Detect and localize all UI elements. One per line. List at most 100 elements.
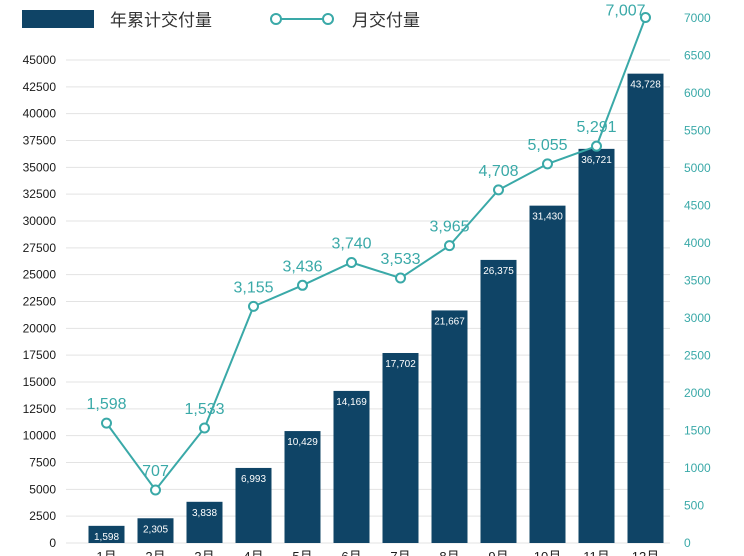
bar [88,525,125,543]
line-point [444,240,455,252]
bar-data-label: 14,169 [336,397,367,408]
y-left-tick-label: 25000 [23,268,57,282]
bar-data-label: 36,721 [581,155,612,166]
bar [382,352,419,543]
bar-data-label: 2,305 [143,524,168,535]
x-tick-label: 1月 [96,549,116,556]
line-point [297,279,308,291]
line-point [150,484,161,496]
line-point [591,140,602,152]
y-right-tick-label: 6000 [684,86,711,100]
y-left-tick-label: 7500 [29,456,56,470]
x-tick-label: 6月 [341,549,361,556]
line-data-label: 3,436 [282,258,322,275]
bar-data-label: 31,430 [532,212,563,223]
line-series [105,17,647,492]
line-data-label: 3,740 [331,236,371,253]
y-right-tick-label: 4500 [684,199,711,213]
line-point [640,11,651,23]
bar [284,431,321,543]
bars-layer: 1,598 2,305 3,838 6,993 10,429 14,169 17,702 21… [88,73,664,543]
line-layer: 1,598 707 1,533 3,155 3,436 3,740 3,533 3,965 4,… [86,2,651,496]
x-tick-label: 8月 [439,549,459,556]
y-left-tick-label: 15000 [23,375,57,389]
y-left-tick-label: 17500 [23,348,57,362]
y-left-tick-label: 35000 [23,160,57,174]
y-right-tick-label: 500 [684,499,704,513]
bar-data-label: 3,838 [192,508,217,519]
bar [137,518,174,543]
line-point [248,300,259,312]
y-right-tick-label: 5500 [684,124,711,138]
y-left-tick-label: 45000 [23,53,57,67]
legend-bar-label: 年累计交付量 [110,11,212,30]
bar [431,310,468,543]
bar-data-label: 26,375 [483,266,514,277]
y-left-tick-label: 22500 [23,295,57,309]
y-right-tick-label: 3500 [684,274,711,288]
line-data-label: 7,007 [605,2,645,19]
x-tick-label: 4月 [243,549,263,556]
y-left-tick-label: 5000 [29,482,56,496]
line-point [346,257,357,268]
y-left-tick-label: 0 [49,536,56,550]
y-left-tick-label: 37500 [23,134,57,148]
y-right-tick-label: 5000 [684,161,711,175]
y-left-tick-label: 12500 [23,402,57,416]
y-right-tick-label: 1500 [684,424,711,438]
axis-layer: 0250050007500100001250015000175002000022… [23,11,711,556]
line-point [101,417,112,429]
bar [529,205,566,543]
line-data-label: 5,291 [576,119,616,136]
y-right-tick-label: 6500 [684,49,711,63]
line-data-label: 3,155 [233,279,273,296]
line-data-label: 707 [142,463,169,480]
bar [578,148,615,543]
bar-data-label: 6,993 [241,474,266,485]
y-left-tick-label: 32500 [23,187,57,201]
legend-line-label: 月交付量 [352,11,420,30]
legend-line-marker-left [270,13,282,25]
line-point [493,184,504,196]
y-left-tick-label: 2500 [29,509,56,523]
bar-data-label: 43,728 [630,80,661,91]
line-data-label: 3,965 [429,219,469,236]
bar [186,501,223,543]
line-point [542,158,553,170]
y-left-tick-label: 40000 [23,107,57,121]
y-right-tick-label: 3000 [684,311,711,325]
y-left-tick-label: 30000 [23,214,57,228]
bar-data-label: 10,429 [287,437,318,448]
bar [333,390,370,543]
line-data-label: 1,533 [184,401,224,418]
x-tick-label: 5月 [292,549,312,556]
line-data-label: 4,708 [478,163,518,180]
x-tick-label: 12月 [632,549,659,556]
y-left-tick-label: 42500 [23,80,57,94]
bar-data-label: 21,667 [434,316,465,327]
y-right-tick-label: 4000 [684,236,711,250]
y-right-tick-label: 7000 [684,11,711,25]
bar [235,467,272,543]
x-tick-label: 9月 [488,549,508,556]
bar-data-label: 1,598 [94,532,119,543]
legend-line-marker-right [322,13,334,25]
y-left-tick-label: 10000 [23,429,57,443]
y-right-tick-label: 0 [684,536,691,550]
bar-data-label: 17,702 [385,359,416,370]
legend-bar-swatch [22,10,94,28]
x-tick-label: 7月 [390,549,410,556]
bar [627,73,664,543]
line-point [199,422,210,434]
y-right-tick-label: 2500 [684,349,711,363]
y-right-tick-label: 2000 [684,386,711,400]
y-right-tick-label: 1000 [684,461,711,475]
bar [480,259,517,543]
line-data-label: 1,598 [86,396,126,413]
line-point [395,272,406,284]
x-tick-label: 10月 [534,549,561,556]
x-tick-label: 3月 [194,549,214,556]
y-left-tick-label: 20000 [23,321,57,335]
